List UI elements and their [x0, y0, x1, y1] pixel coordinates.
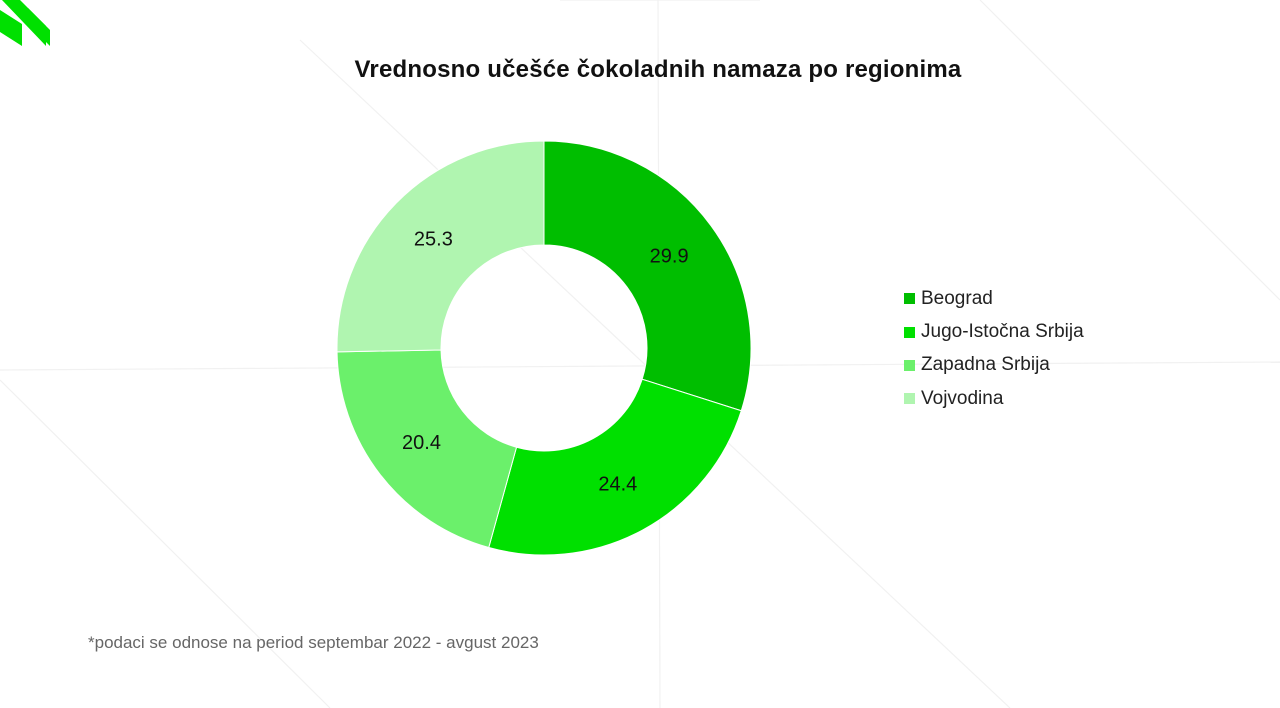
- chart-legend: Beograd Jugo-Istočna Srbija Zapadna Srbija…: [904, 282, 1084, 416]
- legend-label: Zapadna Srbija: [921, 354, 1050, 376]
- legend-label: Vojvodina: [921, 387, 1004, 409]
- data-label-zapadna-srbija: 20.4: [402, 432, 441, 454]
- legend-swatch: [904, 359, 915, 371]
- legend-item: Zapadna Srbija: [904, 349, 1084, 382]
- footnote: *podaci se odnose na period septembar 20…: [88, 633, 539, 652]
- legend-label: Beograd: [921, 287, 993, 309]
- data-label-vojvodina: 25.3: [414, 228, 453, 250]
- data-label-jugo-isto-na-srbija: 24.4: [598, 473, 637, 495]
- chart-title: Vrednosno učešće čokoladnih namaza po re…: [354, 56, 962, 83]
- slice-vojvodina: [336, 140, 545, 353]
- legend-swatch: [904, 326, 915, 338]
- legend-label: Jugo-Istočna Srbija: [921, 321, 1084, 343]
- brand-stripes-icon: [0, 0, 50, 46]
- legend-item: Vojvodina: [904, 382, 1084, 415]
- legend-item: Jugo-Istočna Srbija: [904, 315, 1084, 348]
- data-label-beograd: 29.9: [650, 245, 689, 267]
- legend-swatch: [904, 293, 915, 305]
- slice-zapadna-srbija: [336, 349, 518, 549]
- legend-item: Beograd: [904, 282, 1084, 315]
- legend-swatch: [904, 393, 915, 405]
- slice-beograd: [543, 140, 752, 412]
- slice-jugo-isto-na-srbija: [488, 378, 742, 556]
